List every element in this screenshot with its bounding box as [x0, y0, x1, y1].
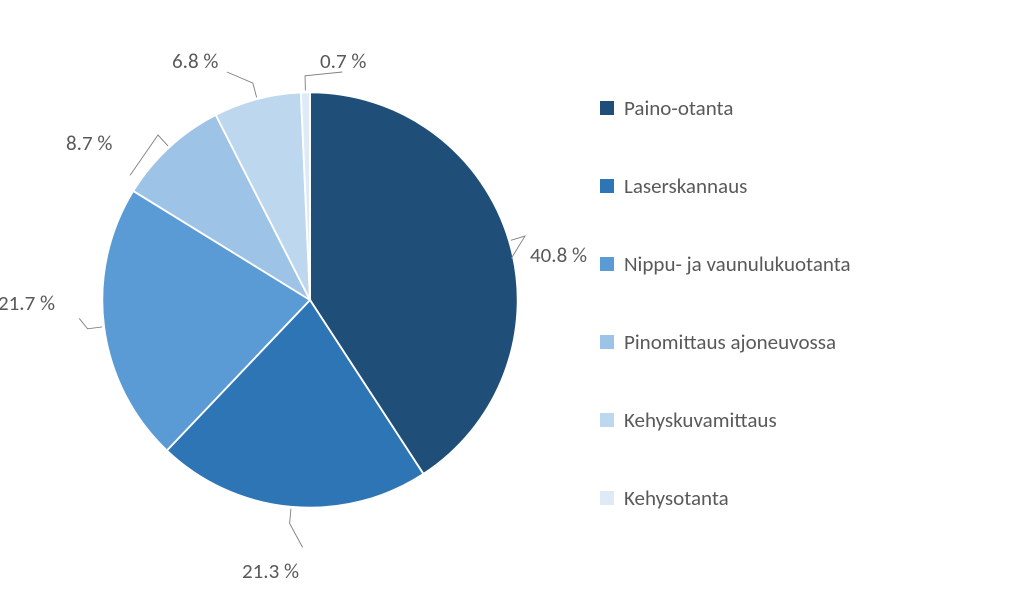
- legend-label: Paino-otanta: [624, 95, 733, 121]
- legend-item: Paino-otanta: [600, 95, 851, 121]
- slice-label-nippu: 21.7 %: [0, 290, 55, 316]
- legend: Paino-otanta Laserskannaus Nippu- ja vaunu…: [600, 95, 851, 511]
- slice-label-kehyskuvamittaus: 6.8 %: [172, 48, 218, 74]
- pie-wrap: [70, 60, 550, 540]
- legend-item: Nippu- ja vaunulukuotanta: [600, 251, 851, 277]
- pie-svg: [70, 60, 550, 540]
- legend-swatch: [600, 491, 614, 505]
- leader-line: [305, 72, 342, 91]
- legend-item: Kehyskuvamittaus: [600, 407, 851, 433]
- slice-label-laserskannaus: 21.3 %: [242, 558, 299, 584]
- legend-swatch: [600, 101, 614, 115]
- leader-line: [227, 72, 257, 97]
- slice-label-paino-otanta: 40.8 %: [530, 242, 587, 268]
- legend-swatch: [600, 413, 614, 427]
- legend-item: Laserskannaus: [600, 173, 851, 199]
- legend-swatch: [600, 179, 614, 193]
- leader-line: [79, 318, 102, 328]
- pie-chart-container: 40.8 % 21.3 % 21.7 % 8.7 % 6.8 % 0.7 % P…: [0, 0, 1024, 599]
- legend-label: Pinomittaus ajoneuvossa: [624, 329, 836, 355]
- leader-line: [290, 509, 303, 548]
- legend-label: Kehyskuvamittaus: [624, 407, 777, 433]
- slice-label-pinomittaus: 8.7 %: [66, 130, 112, 156]
- legend-item: Pinomittaus ajoneuvossa: [600, 329, 851, 355]
- legend-label: Nippu- ja vaunulukuotanta: [624, 251, 851, 277]
- legend-label: Laserskannaus: [624, 173, 747, 199]
- legend-swatch: [600, 257, 614, 271]
- legend-label: Kehysotanta: [624, 485, 729, 511]
- legend-item: Kehysotanta: [600, 485, 851, 511]
- slice-label-kehysotanta: 0.7 %: [320, 48, 366, 74]
- leader-line: [511, 236, 525, 258]
- legend-swatch: [600, 335, 614, 349]
